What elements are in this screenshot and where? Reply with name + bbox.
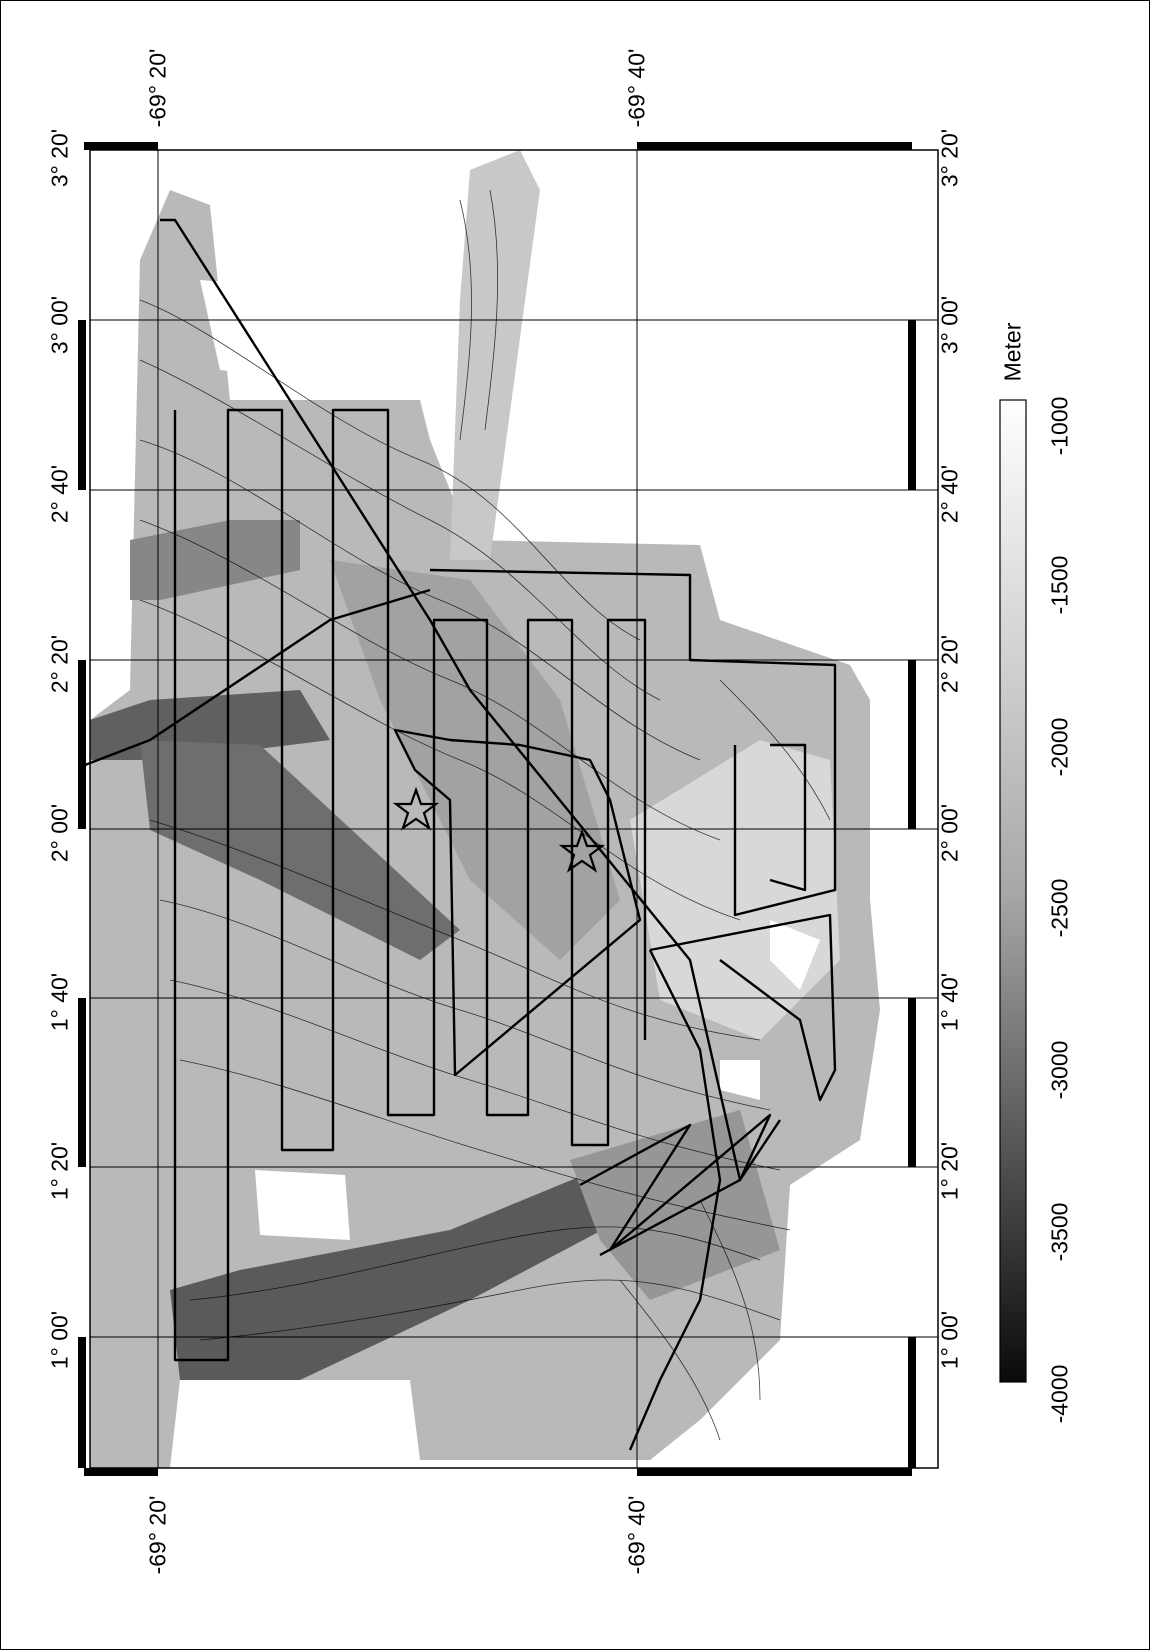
contour-line	[139, 599, 741, 921]
colorbar-title: Meter	[999, 322, 1026, 382]
lon-label-right: 3° 00'	[936, 295, 963, 355]
lon-label-left: 2° 40'	[46, 464, 73, 524]
contour-line	[139, 439, 701, 761]
contour-line	[139, 299, 641, 641]
lon-label-left: 1° 20'	[46, 1141, 73, 1201]
lon-label-left: 2° 00'	[46, 803, 73, 863]
lon-label-right: 3° 20'	[936, 128, 963, 188]
nodata-hole-3	[720, 1060, 760, 1100]
contour-line	[484, 189, 499, 431]
nodata-hole-4	[770, 920, 820, 990]
star-marker-icon	[558, 828, 606, 873]
lon-label-right: 2° 20'	[936, 634, 963, 694]
colorbar-tick: -2500	[1046, 878, 1073, 938]
lon-label-right: 2° 00'	[936, 803, 963, 863]
contour-line	[619, 1279, 721, 1441]
contour-line	[189, 1226, 761, 1301]
lon-label-left: 3° 00'	[46, 295, 73, 355]
colorbar-tick: -1500	[1046, 555, 1073, 615]
lon-label-left: 2° 20'	[46, 634, 73, 694]
lat-label-top: -69° 20'	[144, 48, 171, 128]
colorbar-tick: -1000	[1046, 396, 1073, 456]
lat-label-bottom: -69° 40'	[623, 1495, 650, 1575]
contour-line	[699, 1199, 761, 1401]
track-crosslines	[579, 1113, 772, 1257]
colorbar-tick: -2000	[1046, 717, 1073, 777]
contour-line	[139, 359, 661, 701]
colorbar-tick: -3500	[1046, 1202, 1073, 1262]
lon-label-right: 1° 20'	[936, 1141, 963, 1201]
map-frame	[89, 149, 939, 1469]
contour-line	[719, 679, 831, 821]
contour-line	[139, 519, 721, 841]
ship-tracks	[84, 218, 837, 1451]
track-east-box	[429, 568, 837, 917]
frame-ticks	[78, 142, 916, 1476]
bathy-region-east	[450, 150, 540, 560]
colorbar	[999, 399, 1027, 1383]
markers	[392, 786, 606, 873]
nodata-hole-1	[255, 1170, 350, 1240]
bathy-band-deep-2	[140, 740, 460, 960]
lon-label-right: 1° 40'	[936, 972, 963, 1032]
nodata-hole-2	[200, 280, 330, 380]
contour-lines	[139, 189, 831, 1441]
bathy-band-deep-3	[170, 1160, 640, 1380]
bathy-band-deep-4	[130, 520, 300, 600]
lon-label-left: 1° 40'	[46, 972, 73, 1032]
lon-label-right: 1° 00'	[936, 1310, 963, 1370]
track-diagonal-2	[84, 588, 431, 767]
lon-label-left: 3° 20'	[46, 128, 73, 188]
graticule	[90, 150, 938, 1468]
colorbar-tick: -4000	[1046, 1364, 1073, 1424]
contour-line	[199, 1279, 781, 1341]
track-loop-inner	[393, 728, 642, 1077]
contour-line	[159, 899, 771, 1111]
lat-label-bottom: -69° 20'	[144, 1495, 171, 1575]
contour-line	[179, 1059, 791, 1231]
lon-label-left: 1° 00'	[46, 1310, 73, 1370]
track-survey-lines	[173, 408, 647, 1362]
contour-line	[169, 979, 781, 1171]
track-east-leg	[649, 913, 837, 1102]
lon-label-right: 2° 40'	[936, 464, 963, 524]
lat-label-top: -69° 40'	[623, 48, 650, 128]
star-marker-icon	[392, 786, 440, 831]
track-east-box-2	[769, 743, 807, 892]
colorbar-tick: -3000	[1046, 1040, 1073, 1100]
track-south-exit	[628, 949, 722, 1451]
